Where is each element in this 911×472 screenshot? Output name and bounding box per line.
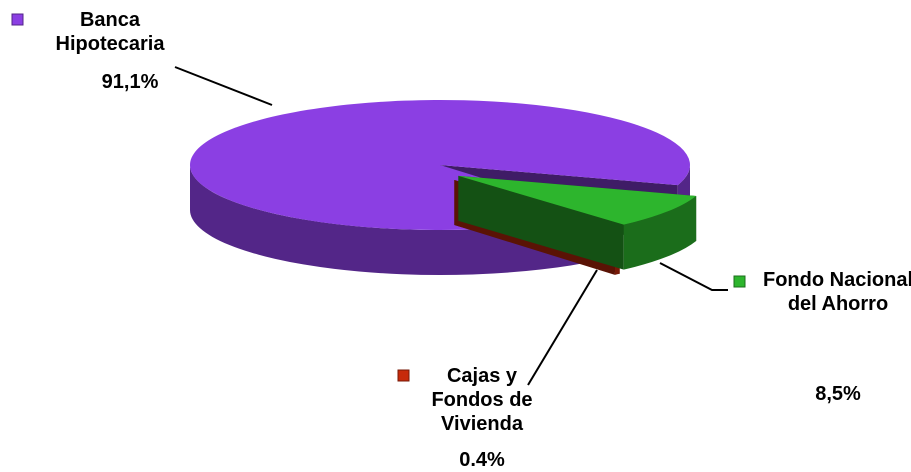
slice-label: Banca Hipotecaria (55, 9, 165, 55)
slice-side (623, 195, 697, 270)
value-label: 91,1% (101, 71, 159, 93)
legend-swatch (733, 275, 746, 288)
leader-line (527, 269, 598, 386)
slice-label: Fondo Nacional del Ahorro (763, 269, 911, 315)
slice-label: Cajas y Fondos de Vivienda (431, 365, 533, 435)
leader-line (659, 262, 728, 291)
slice-cut-face (458, 175, 624, 270)
slice-top (458, 175, 697, 225)
value-label: 0.4% (459, 449, 505, 471)
leader-line (174, 66, 273, 106)
slice-side (190, 165, 601, 275)
value-label: 8,5% (815, 383, 861, 405)
legend-swatch (11, 13, 24, 26)
pie-slice (458, 175, 697, 270)
legend-swatch (397, 369, 410, 382)
slice-top (189, 100, 690, 231)
